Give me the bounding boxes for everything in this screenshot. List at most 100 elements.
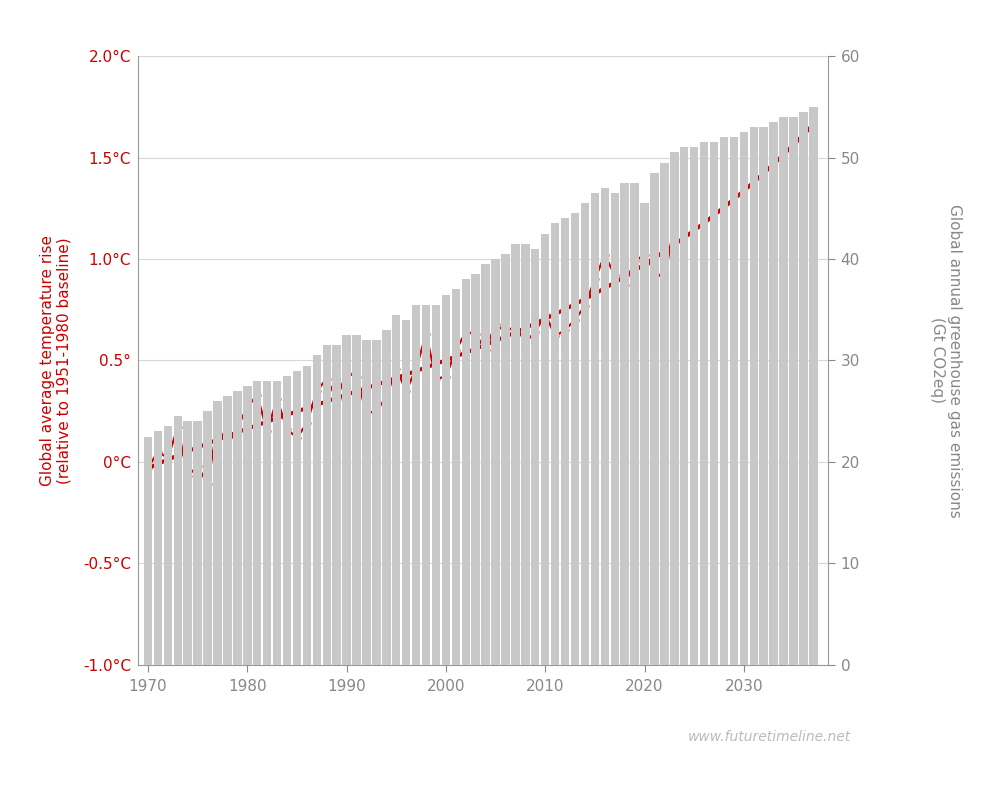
Bar [640, 203, 649, 665]
Bar [461, 280, 470, 665]
Bar [661, 163, 669, 665]
Bar [332, 345, 341, 665]
Bar [392, 315, 400, 665]
Bar [749, 127, 758, 665]
Point [508, 320, 524, 332]
Point [627, 255, 643, 268]
Bar [571, 213, 579, 665]
Bar [720, 137, 729, 665]
Point [438, 370, 454, 383]
Bar [313, 356, 321, 665]
Point [647, 265, 663, 278]
Point [179, 469, 195, 482]
Bar [283, 376, 291, 665]
Bar [273, 380, 281, 665]
Bar [223, 396, 232, 665]
Point [140, 461, 156, 474]
Point [259, 425, 275, 438]
Point [379, 391, 394, 404]
Bar [213, 401, 222, 665]
Bar [810, 107, 817, 665]
Bar [610, 193, 619, 665]
Bar [730, 137, 739, 665]
Point [299, 417, 315, 430]
Point [637, 248, 653, 261]
Point [170, 421, 185, 434]
Point [240, 400, 255, 413]
Point [318, 372, 334, 385]
Point [220, 439, 236, 452]
Point [398, 384, 414, 397]
Point [359, 407, 375, 420]
Point [458, 326, 473, 339]
Bar [263, 380, 271, 665]
Bar [541, 234, 549, 665]
Bar [690, 147, 698, 665]
Point [547, 330, 563, 343]
Bar [183, 421, 192, 665]
Bar [670, 152, 678, 665]
Point [597, 248, 612, 261]
Bar [193, 421, 202, 665]
Point [160, 452, 176, 465]
Bar [164, 426, 172, 665]
Bar [203, 411, 212, 665]
Bar [452, 289, 460, 665]
Point [408, 362, 424, 375]
Bar [501, 254, 510, 665]
Bar [303, 365, 312, 665]
Point [667, 218, 682, 231]
Bar [422, 304, 430, 665]
Text: www.futuretimeline.net: www.futuretimeline.net [687, 730, 851, 744]
Bar [600, 188, 609, 665]
Point [339, 366, 355, 379]
Bar [471, 274, 480, 665]
Point [617, 279, 633, 292]
Point [309, 384, 324, 397]
Point [428, 372, 444, 385]
Bar [432, 304, 440, 665]
Bar [630, 183, 639, 665]
Bar [511, 244, 520, 665]
Bar [322, 345, 331, 665]
Point [349, 370, 365, 383]
Point [230, 421, 246, 434]
Point [478, 344, 494, 356]
Point [249, 388, 265, 401]
Point [498, 326, 514, 339]
Point [606, 269, 622, 282]
Bar [352, 335, 361, 665]
Point [150, 445, 166, 458]
Bar [233, 391, 242, 665]
Bar [680, 147, 688, 665]
Bar [522, 244, 529, 665]
Bar [342, 335, 351, 665]
Bar [481, 264, 490, 665]
Point [369, 405, 385, 417]
Bar [620, 183, 629, 665]
Point [448, 344, 463, 356]
Bar [740, 132, 748, 665]
Bar [412, 304, 420, 665]
Point [328, 392, 344, 405]
Point [200, 478, 216, 491]
Point [210, 419, 226, 432]
Bar [174, 417, 182, 665]
Bar [383, 330, 390, 665]
Bar [442, 295, 451, 665]
Point [418, 328, 434, 340]
Point [488, 317, 504, 330]
Point [279, 423, 295, 436]
Bar [144, 437, 152, 665]
Point [557, 324, 573, 336]
Bar [769, 122, 778, 665]
Bar [591, 193, 599, 665]
Bar [244, 386, 251, 665]
Bar [650, 173, 659, 665]
Y-axis label: Global average temperature rise
(relative to 1951-1980 baseline): Global average temperature rise (relativ… [39, 235, 72, 486]
Y-axis label: Global annual greenhouse gas emissions
(Gt CO2eq): Global annual greenhouse gas emissions (… [930, 203, 962, 517]
Point [269, 392, 285, 405]
Bar [581, 203, 590, 665]
Bar [710, 143, 718, 665]
Bar [551, 223, 559, 665]
